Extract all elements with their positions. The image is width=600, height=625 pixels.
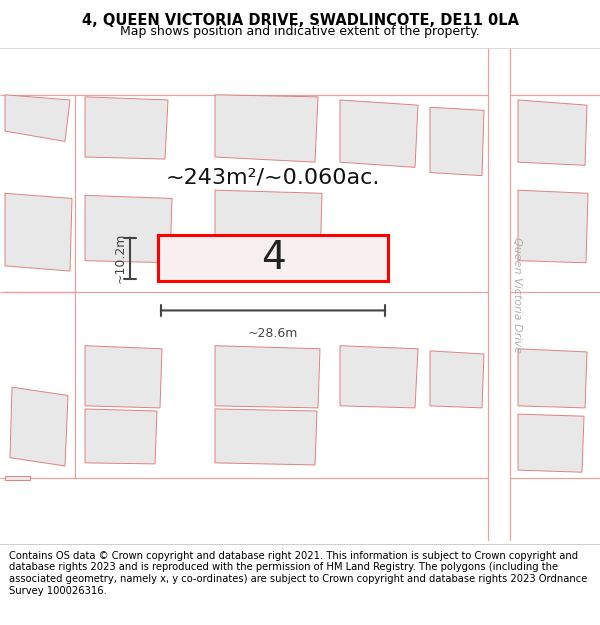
Polygon shape [340, 100, 418, 168]
Text: Map shows position and indicative extent of the property.: Map shows position and indicative extent… [120, 24, 480, 38]
Polygon shape [5, 95, 70, 141]
Polygon shape [215, 346, 320, 408]
Text: Contains OS data © Crown copyright and database right 2021. This information is : Contains OS data © Crown copyright and d… [9, 551, 587, 596]
Polygon shape [340, 346, 418, 408]
Polygon shape [518, 100, 587, 165]
Polygon shape [85, 97, 168, 159]
Polygon shape [215, 95, 318, 162]
Polygon shape [518, 349, 587, 408]
Polygon shape [518, 414, 584, 472]
Text: Queen Victoria Drive: Queen Victoria Drive [512, 237, 522, 353]
Polygon shape [5, 476, 30, 481]
Polygon shape [215, 409, 317, 465]
Polygon shape [85, 346, 162, 408]
Polygon shape [10, 387, 68, 466]
Polygon shape [430, 107, 484, 176]
Polygon shape [215, 190, 322, 266]
Text: ~10.2m: ~10.2m [113, 233, 127, 283]
Text: ~28.6m: ~28.6m [248, 327, 298, 340]
Polygon shape [430, 351, 484, 408]
Text: ~243m²/~0.060ac.: ~243m²/~0.060ac. [166, 168, 380, 187]
Polygon shape [85, 196, 172, 262]
Bar [158, 235, 388, 281]
Text: 4, QUEEN VICTORIA DRIVE, SWADLINCOTE, DE11 0LA: 4, QUEEN VICTORIA DRIVE, SWADLINCOTE, DE… [82, 14, 518, 29]
Polygon shape [5, 193, 72, 271]
Polygon shape [85, 409, 157, 464]
Text: 4: 4 [260, 239, 286, 277]
Polygon shape [518, 190, 588, 262]
